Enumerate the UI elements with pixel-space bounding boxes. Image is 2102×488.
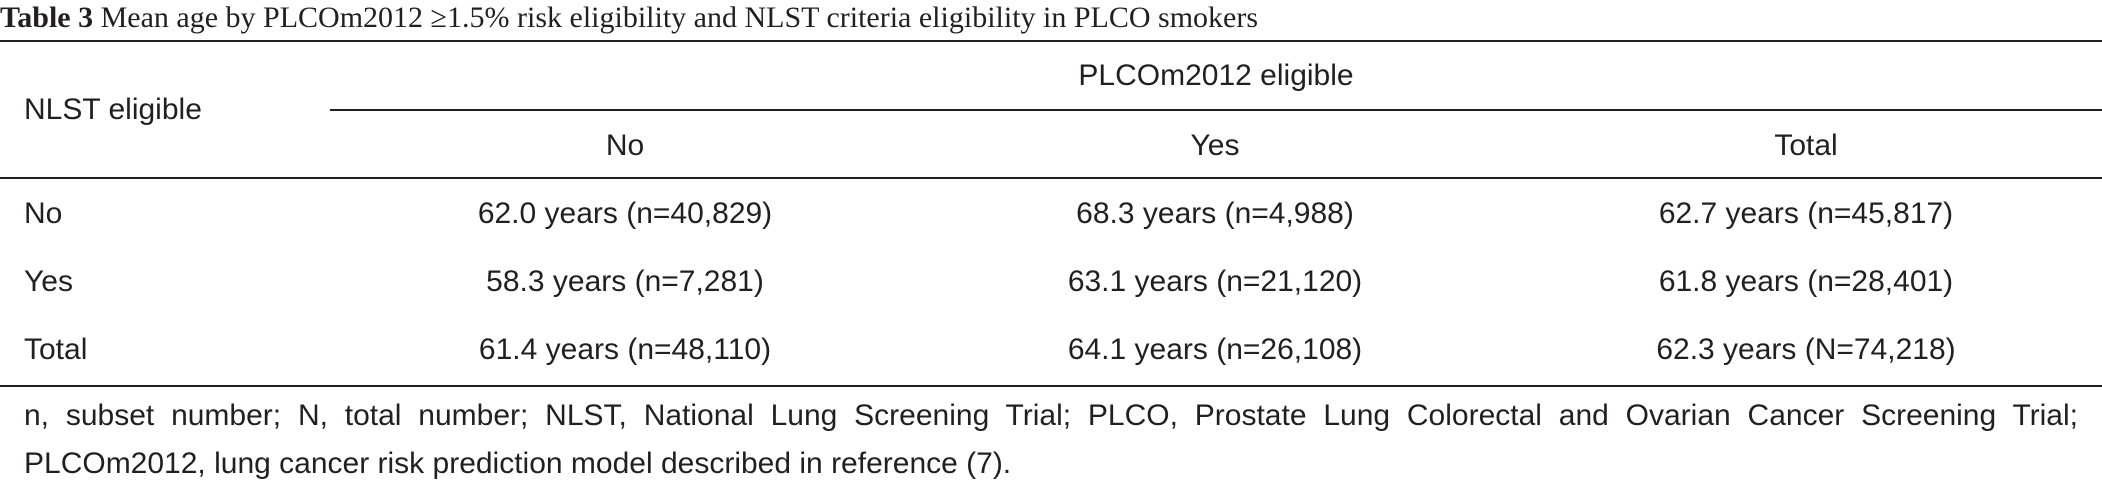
- table-cell: 62.0 years (n=40,829): [477, 197, 773, 230]
- table-cell: 62.3 years (N=74,218): [1656, 333, 1956, 366]
- column-group-rule: [330, 109, 2102, 111]
- table-cell: 68.3 years (n=4,988): [1076, 197, 1354, 230]
- table-bottom-rule: [0, 385, 2102, 387]
- table-top-rule: [0, 40, 2102, 42]
- column-group-label: PLCOm2012 eligible: [1078, 59, 1354, 92]
- table-cell: 63.1 years (n=21,120): [1067, 265, 1363, 298]
- table-cell: 61.4 years (n=48,110): [478, 333, 772, 366]
- table-number: Table 3: [0, 1, 94, 34]
- header-bottom-rule: [0, 177, 2102, 179]
- table-caption: Table 3 Mean age by PLCOm2012 ≥1.5% risk…: [0, 0, 2102, 40]
- row-label: Yes: [24, 265, 73, 298]
- column-header-total: Total: [1774, 129, 1838, 162]
- row-label: Total: [24, 333, 88, 366]
- table-cell: 62.7 years (n=45,817): [1658, 197, 1954, 230]
- column-header-no: No: [605, 129, 645, 162]
- table-cell: 58.3 years (n=7,281): [486, 265, 764, 298]
- table-footnote: n, subset number; N, total number; NLST,…: [24, 399, 2078, 480]
- column-header-yes: Yes: [1190, 129, 1240, 162]
- table-cell: 64.1 years (n=26,108): [1067, 333, 1363, 366]
- row-header-label: NLST eligible: [24, 93, 202, 126]
- table-title: Mean age by PLCOm2012 ≥1.5% risk eligibi…: [100, 1, 1259, 34]
- table-cell: 61.8 years (n=28,401): [1658, 265, 1954, 298]
- row-label: No: [24, 197, 63, 230]
